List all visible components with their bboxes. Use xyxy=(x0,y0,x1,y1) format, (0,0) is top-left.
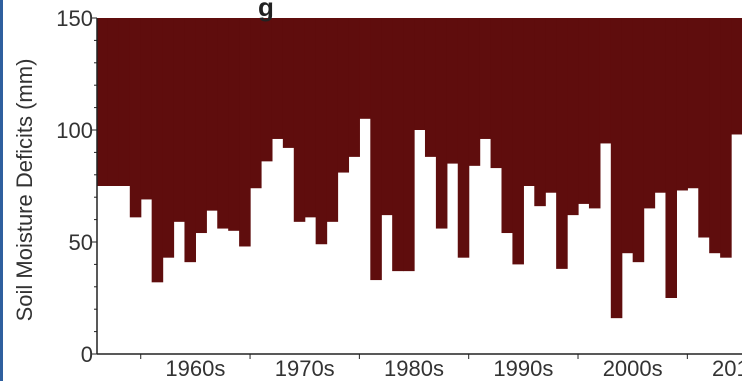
deficit-bar xyxy=(271,18,284,139)
x-tick-label: 2000s xyxy=(603,356,663,381)
deficit-bar xyxy=(457,18,470,258)
deficit-bar xyxy=(632,18,645,263)
deficit-bar xyxy=(654,18,667,193)
left-accent-rule xyxy=(0,0,3,381)
deficit-bar xyxy=(381,18,393,216)
x-tick-label: 1980s xyxy=(384,356,444,381)
deficit-bar xyxy=(118,18,131,186)
deficit-bar xyxy=(424,18,437,157)
deficit-bar xyxy=(140,18,153,200)
deficit-bar xyxy=(239,18,251,247)
deficit-bar xyxy=(206,18,218,211)
deficit-bar xyxy=(151,18,164,283)
deficit-bar xyxy=(578,18,590,204)
deficit-bar xyxy=(195,18,207,234)
x-tick-label: 1990s xyxy=(493,356,553,381)
x-tick-label: 1960s xyxy=(165,356,225,381)
deficit-bar xyxy=(665,18,677,298)
chart-title-fragment: g xyxy=(258,0,274,22)
deficit-bar xyxy=(610,18,623,319)
deficit-bar xyxy=(709,18,721,254)
y-tick-label: 150 xyxy=(56,6,93,31)
y-ticks: 0 50 100 150 xyxy=(56,6,97,367)
deficit-bar xyxy=(260,18,273,162)
deficit-bar xyxy=(512,18,524,265)
deficit-bar xyxy=(676,18,688,191)
deficit-bar xyxy=(348,18,360,157)
deficit-bar xyxy=(315,18,328,245)
deficit-bar xyxy=(435,18,448,229)
deficit-bar xyxy=(468,18,481,166)
deficit-bar xyxy=(545,18,557,193)
deficit-bar xyxy=(556,18,568,269)
deficit-bar xyxy=(337,18,350,173)
deficit-bar xyxy=(414,18,426,130)
y-axis-title: Soil Moisture Deficits (mm) xyxy=(12,59,37,322)
deficit-bar xyxy=(304,18,317,218)
deficit-bar xyxy=(129,18,142,218)
deficit-bar xyxy=(588,18,601,209)
deficit-bar xyxy=(698,18,710,238)
deficit-bar xyxy=(567,18,579,216)
y-tick-label: 50 xyxy=(69,230,93,255)
deficit-bar xyxy=(523,18,535,186)
deficit-bar xyxy=(403,18,415,272)
deficit-bar xyxy=(392,18,404,272)
deficit-bar xyxy=(359,18,371,119)
deficit-bar xyxy=(534,18,546,207)
deficit-bar xyxy=(599,18,612,144)
deficit-bar xyxy=(501,18,514,234)
deficit-bar xyxy=(479,18,492,139)
deficit-bar xyxy=(326,18,339,222)
deficit-bar xyxy=(107,18,120,186)
deficit-bar xyxy=(370,18,382,281)
x-tick-label: 2010s xyxy=(712,356,742,381)
deficit-bar xyxy=(720,18,732,258)
deficit-bar xyxy=(162,18,175,258)
deficit-bar xyxy=(731,18,742,135)
deficit-bar xyxy=(97,18,109,186)
deficit-bar xyxy=(446,18,459,164)
axes xyxy=(96,18,742,355)
x-ticks: 1960s 1970s 1980s 1990s 2000s 2010s xyxy=(140,354,742,381)
deficit-bar xyxy=(643,18,656,209)
deficit-bar xyxy=(228,18,240,231)
deficit-bar xyxy=(293,18,306,222)
x-tick-label: 1970s xyxy=(275,356,335,381)
deficit-bar xyxy=(173,18,186,222)
y-tick-label: 0 xyxy=(81,342,93,367)
y-tick-label: 100 xyxy=(56,118,93,143)
deficit-bar xyxy=(687,18,699,189)
deficit-bar xyxy=(250,18,262,189)
deficit-bar xyxy=(621,18,634,254)
deficit-bar xyxy=(282,18,295,148)
deficit-bar xyxy=(217,18,229,229)
deficit-bar xyxy=(490,18,503,169)
deficit-bar xyxy=(184,18,196,263)
bar-series xyxy=(97,18,742,354)
